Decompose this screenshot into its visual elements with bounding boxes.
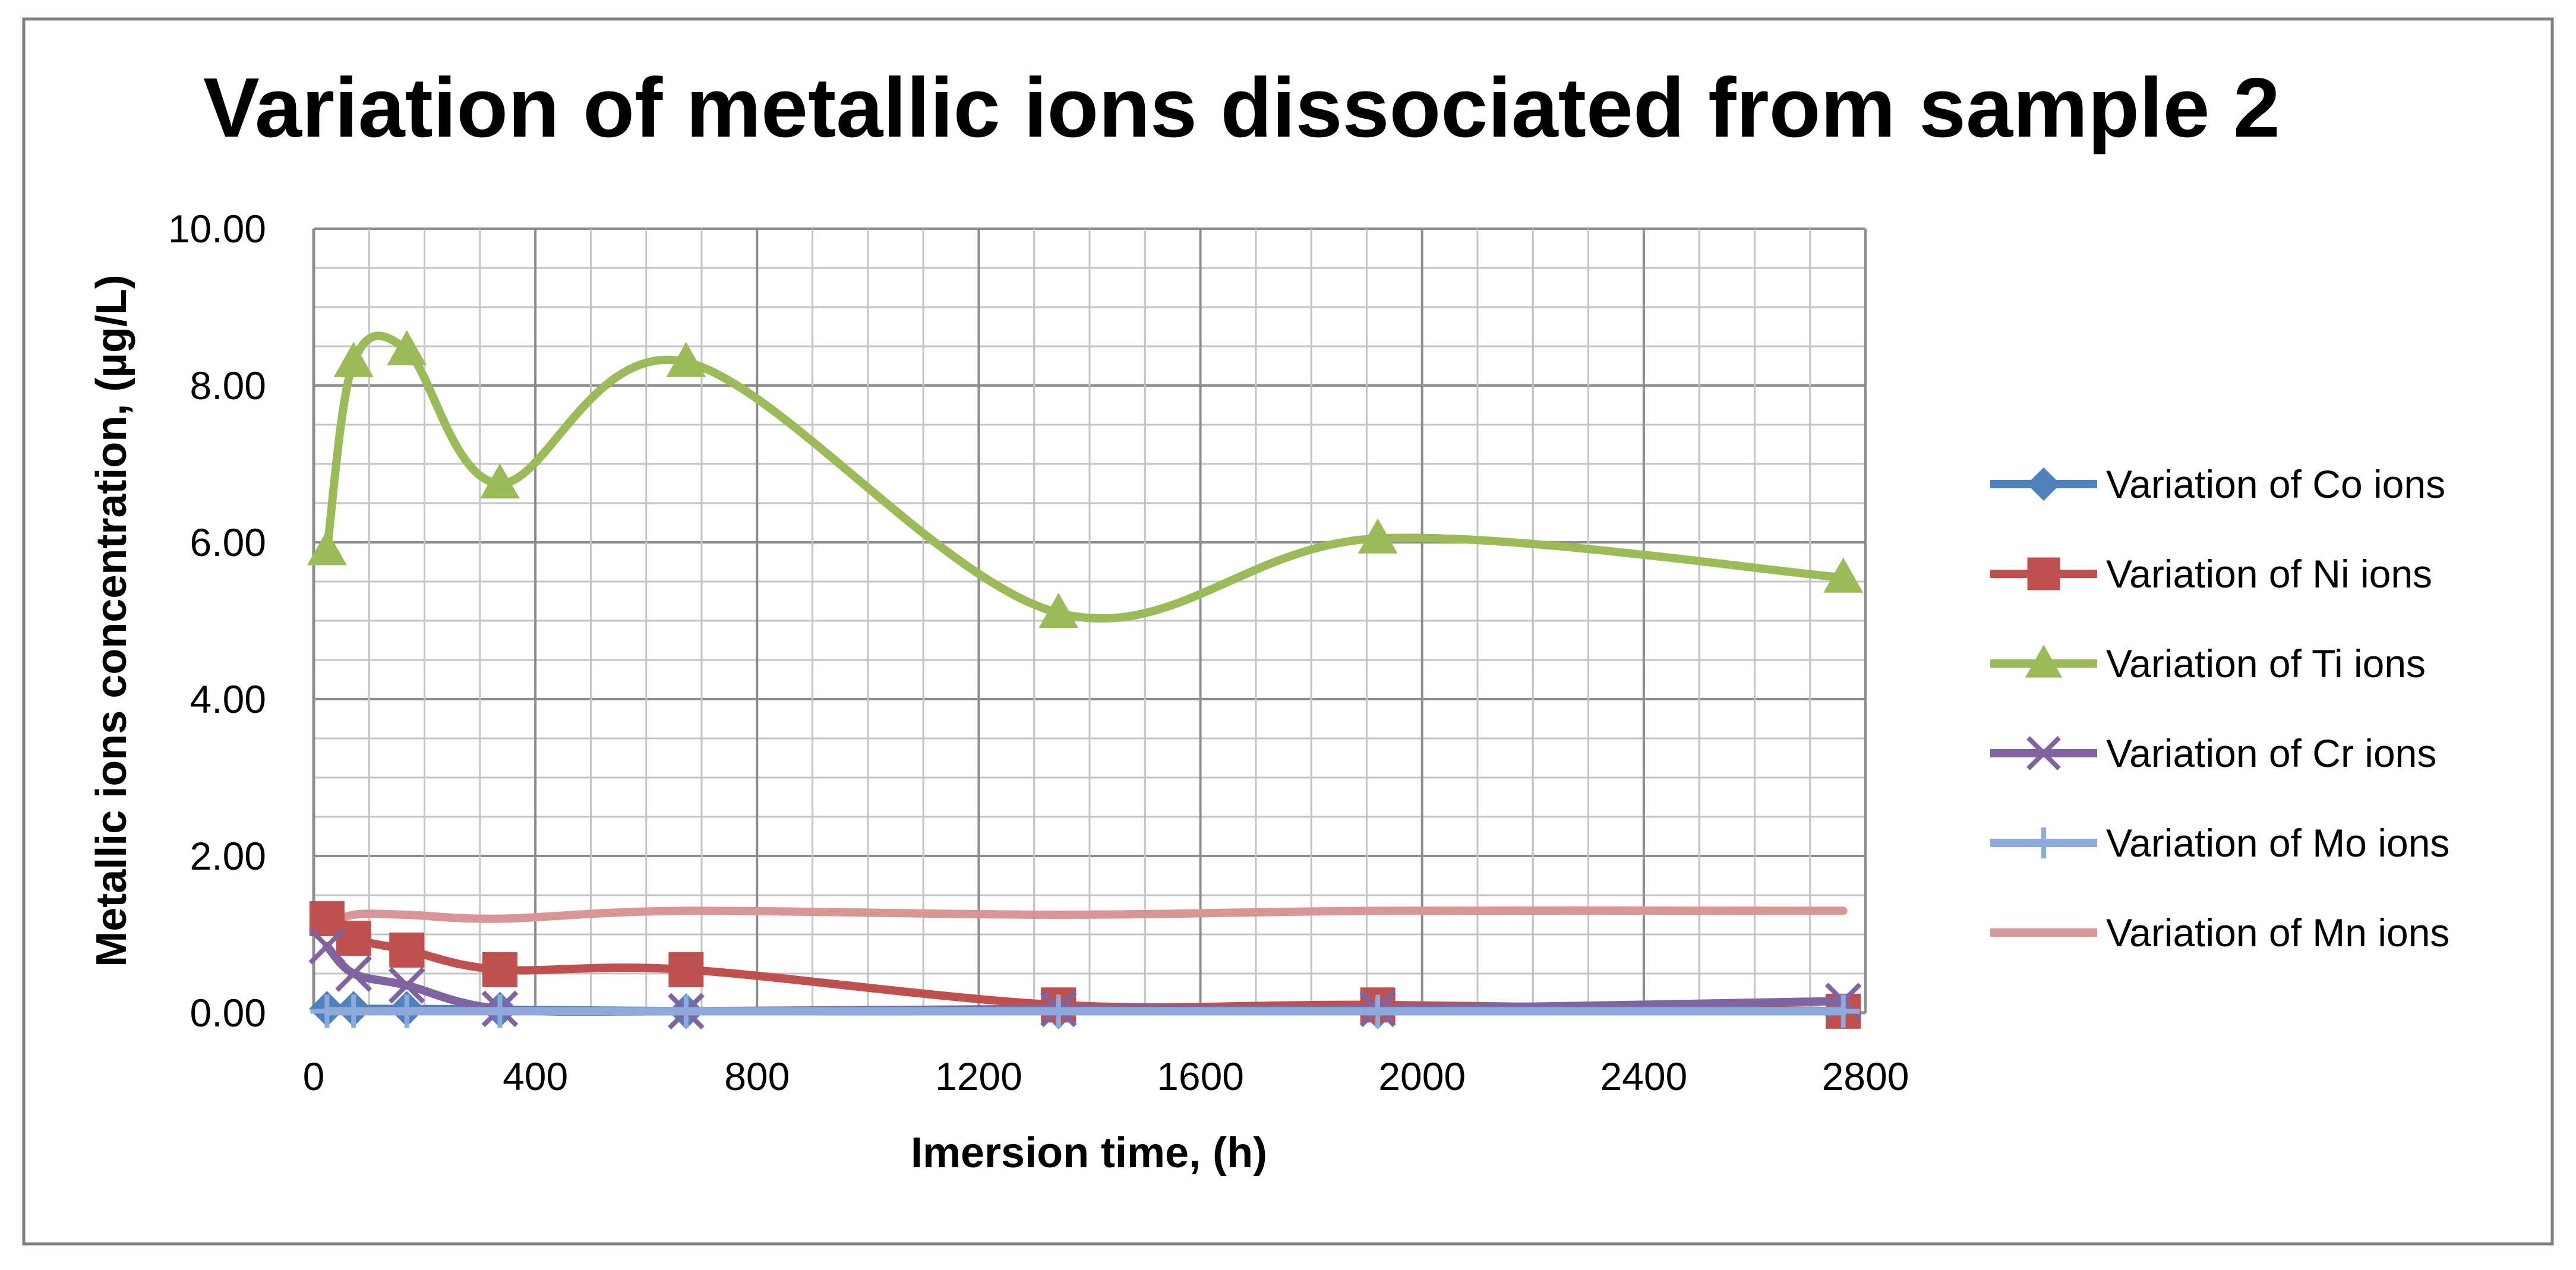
series-line: [323, 906, 1848, 931]
x-axis-ticks: 0 400 800 1200 1600 2000 2400 2800: [303, 1054, 1909, 1098]
marker-stroke: [335, 955, 372, 992]
x-tick-label: 1200: [935, 1054, 1022, 1098]
data-point: [1826, 994, 1860, 1028]
data-point: [1823, 557, 1864, 593]
marker-stroke: [308, 927, 346, 965]
data-point: [480, 463, 520, 499]
legend-swatch-marker: [2025, 645, 2063, 678]
data-point: [336, 921, 371, 956]
legend-swatch-marker: [2026, 467, 2061, 501]
x-tick-label: 800: [724, 1054, 790, 1098]
x-tick-label: 1600: [1157, 1054, 1244, 1098]
data-point: [337, 994, 371, 1028]
data-point: [388, 966, 425, 1004]
legend-swatch-marker: [2026, 736, 2061, 770]
data-point: [333, 342, 374, 377]
x-tick-label: 2400: [1600, 1054, 1687, 1098]
data-point: [335, 955, 372, 992]
legend-swatch-marker: [2027, 557, 2060, 590]
data-point: [1358, 518, 1398, 554]
data-point: [669, 994, 703, 1028]
data-point: [1038, 592, 1079, 628]
series-line: [323, 331, 1848, 623]
legend-item: Variation of Ni ions: [1990, 552, 2432, 596]
data-point: [1041, 994, 1075, 1028]
chart-border: [22, 17, 2554, 1246]
y-axis-ticks: 0.00 2.00 4.00 6.00 8.00 10.00: [168, 207, 266, 1035]
series-variation-of-ti-ions: [307, 330, 1864, 628]
y-tick-label: 8.00: [190, 364, 266, 407]
data-point: [1361, 994, 1395, 1028]
legend-item: Variation of Mn ions: [1990, 911, 2449, 955]
marker-stroke: [388, 966, 425, 1004]
data-point: [483, 994, 517, 1028]
x-axis-label: Imersion time, (h): [911, 1129, 1267, 1177]
legend-item: Variation of Co ions: [1990, 462, 2445, 506]
data-point: [666, 342, 706, 377]
x-tick-label: 400: [503, 1054, 568, 1098]
data-point: [389, 932, 425, 968]
legend-label: Variation of Mn ions: [2106, 911, 2449, 955]
y-tick-label: 4.00: [190, 677, 266, 721]
series-layer: [307, 330, 1864, 1030]
y-tick-label: 2.00: [190, 834, 266, 878]
legend-label: Variation of Ti ions: [2106, 642, 2426, 685]
y-tick-label: 0.00: [190, 991, 266, 1035]
legend: Variation of Co ions Variation of Ni ions…: [1990, 462, 2449, 955]
legend-item: Variation of Ti ions: [1990, 642, 2426, 685]
x-tick-label: 2800: [1822, 1054, 1909, 1098]
legend-item: Variation of Mo ions: [1990, 821, 2449, 865]
legend-label: Variation of Cr ions: [2106, 731, 2436, 775]
data-point: [482, 952, 517, 987]
y-tick-label: 6.00: [190, 520, 266, 564]
y-axis-label: Metallic ions concentration, (µg/L): [88, 274, 135, 967]
data-point: [390, 994, 424, 1028]
legend-label: Variation of Mo ions: [2106, 821, 2449, 865]
series-variation-of-mn-ions: [323, 906, 1848, 931]
y-tick-label: 10.00: [168, 207, 266, 251]
legend-swatch-marker: [2028, 827, 2059, 858]
series-variation-of-mo-ions: [310, 994, 1860, 1028]
legend-label: Variation of Ni ions: [2106, 552, 2432, 596]
x-tick-label: 0: [303, 1054, 325, 1098]
legend-item: Variation of Cr ions: [1990, 731, 2436, 775]
chart-title: Variation of metallic ions dissociated f…: [203, 61, 2280, 155]
legend-label: Variation of Co ions: [2106, 462, 2445, 506]
data-point: [668, 952, 704, 987]
x-tick-label: 2000: [1378, 1054, 1466, 1098]
data-point: [307, 530, 347, 566]
data-point: [387, 330, 427, 365]
marker-stroke: [2026, 736, 2061, 770]
